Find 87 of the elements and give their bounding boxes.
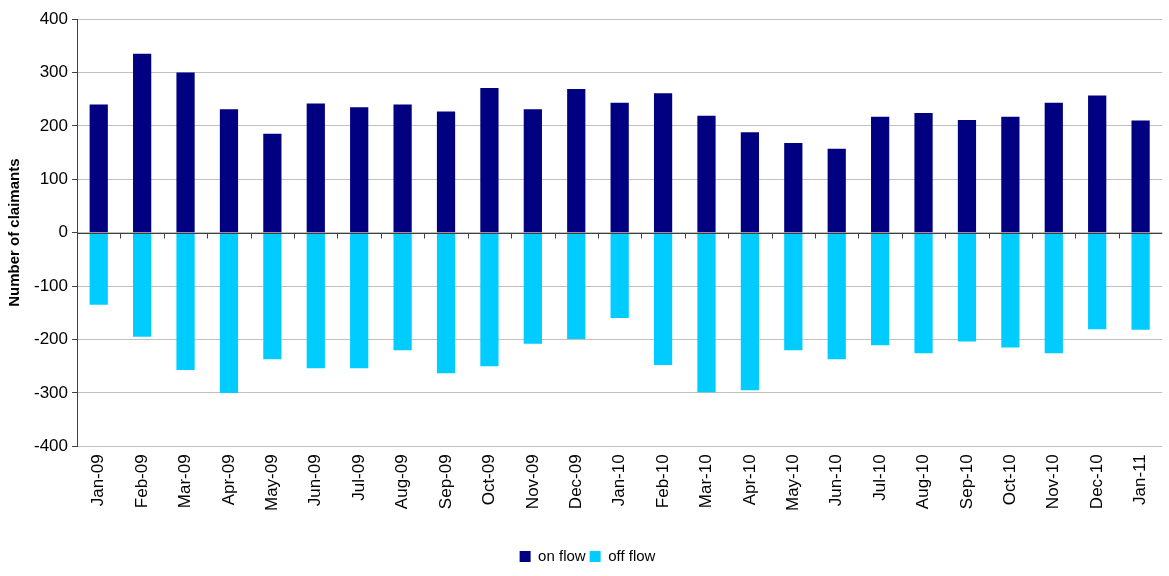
bar bbox=[740, 233, 760, 391]
x-tick-label: Dec-09 bbox=[565, 454, 585, 510]
legend-label: off flow bbox=[608, 546, 656, 564]
bar bbox=[740, 132, 760, 233]
bar bbox=[393, 233, 412, 351]
y-tick-label: 300 bbox=[39, 62, 69, 82]
bar bbox=[350, 233, 369, 369]
bar bbox=[871, 116, 890, 233]
bar bbox=[263, 233, 282, 360]
x-tick-label: Nov-10 bbox=[1043, 454, 1063, 510]
bar bbox=[697, 115, 716, 233]
bar bbox=[610, 102, 629, 233]
bar bbox=[436, 111, 456, 233]
bar bbox=[914, 233, 933, 354]
bar bbox=[89, 233, 108, 305]
bar bbox=[1001, 116, 1020, 233]
bar bbox=[567, 88, 586, 233]
bar bbox=[219, 109, 239, 233]
bar bbox=[480, 87, 499, 233]
bar bbox=[827, 148, 846, 233]
y-tick-label: 0 bbox=[58, 222, 69, 242]
bar bbox=[610, 233, 629, 319]
y-tick-label: -400 bbox=[33, 436, 69, 455]
x-tick-label: Aug-09 bbox=[392, 454, 412, 510]
bar bbox=[653, 233, 673, 366]
x-tick-label: Nov-09 bbox=[522, 454, 542, 510]
bar bbox=[1044, 102, 1063, 233]
y-tick-label: 400 bbox=[39, 8, 69, 28]
bar bbox=[219, 233, 239, 393]
bar bbox=[914, 113, 933, 233]
bar bbox=[957, 119, 977, 233]
x-tick-label: Sep-10 bbox=[956, 454, 976, 510]
bar bbox=[306, 233, 325, 369]
x-tick-label: Feb-09 bbox=[131, 454, 151, 509]
bar bbox=[523, 233, 542, 344]
x-tick-label: Dec-10 bbox=[1086, 454, 1106, 510]
bar bbox=[133, 53, 152, 233]
bar bbox=[1001, 233, 1020, 348]
bar bbox=[393, 104, 412, 233]
x-tick-label: May-10 bbox=[783, 454, 802, 511]
bar bbox=[871, 233, 890, 346]
bar bbox=[436, 233, 456, 374]
bar bbox=[263, 133, 282, 233]
x-tick-label: Oct-09 bbox=[479, 454, 499, 506]
bar bbox=[523, 109, 542, 233]
y-axis-title: Number of claimants bbox=[5, 158, 23, 307]
bar bbox=[1131, 120, 1150, 233]
bar bbox=[176, 72, 195, 233]
x-tick-label: Apr-10 bbox=[739, 454, 759, 506]
bar bbox=[89, 104, 108, 233]
x-tick-label: Jul-10 bbox=[869, 454, 889, 501]
legend-label: on flow bbox=[538, 546, 586, 564]
y-tick-label: 100 bbox=[39, 168, 69, 188]
bar bbox=[133, 233, 152, 337]
x-tick-label: Jan-11 bbox=[1130, 454, 1150, 506]
x-tick-label: Jun-10 bbox=[826, 454, 846, 507]
bar bbox=[957, 233, 977, 342]
bar bbox=[827, 233, 846, 360]
x-tick-label: Sep-09 bbox=[435, 454, 455, 510]
bar bbox=[306, 103, 325, 233]
bar bbox=[1044, 233, 1063, 354]
bar bbox=[697, 233, 716, 393]
x-tick-label: May-09 bbox=[262, 454, 282, 511]
x-tick-label: Jan-09 bbox=[88, 454, 108, 507]
bar bbox=[567, 233, 586, 339]
bar bbox=[1088, 233, 1107, 330]
y-tick-label: -100 bbox=[33, 275, 69, 295]
x-tick-label: Oct-10 bbox=[1000, 454, 1020, 506]
bar bbox=[784, 142, 803, 233]
bar bbox=[350, 107, 369, 233]
y-tick-label: -300 bbox=[33, 382, 69, 402]
bar bbox=[176, 233, 195, 370]
bar bbox=[653, 93, 673, 233]
x-tick-label: Mar-09 bbox=[175, 454, 195, 509]
x-tick-label: Aug-10 bbox=[913, 454, 933, 510]
x-tick-label: Apr-09 bbox=[218, 454, 238, 506]
bar bbox=[784, 233, 803, 351]
x-tick-label: Jul-09 bbox=[348, 454, 368, 501]
y-tick-label: -200 bbox=[33, 329, 69, 349]
y-tick-label: 200 bbox=[39, 115, 69, 135]
bar bbox=[480, 233, 499, 367]
bar bbox=[1088, 95, 1107, 233]
x-tick-label: Mar-10 bbox=[696, 454, 716, 509]
bar bbox=[1131, 233, 1150, 330]
x-tick-label: Feb-10 bbox=[652, 454, 672, 509]
x-tick-label: Jan-10 bbox=[609, 454, 629, 507]
x-tick-label: Jun-09 bbox=[305, 454, 325, 507]
